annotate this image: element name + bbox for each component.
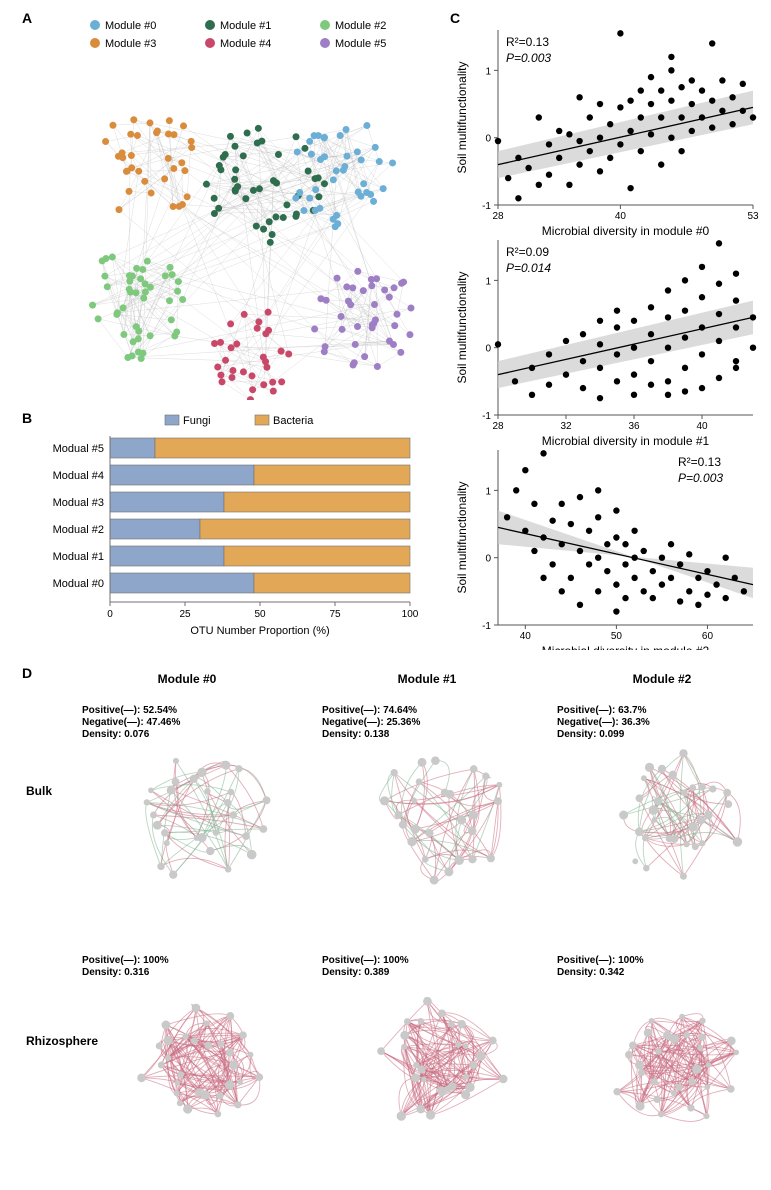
panel-c-scatter: -1 0 1 28 40 53 Soil multifunctionality Microbi… [450, 10, 760, 650]
svg-text:Microbial diversity in module: Microbial diversity in module #2 [542, 644, 710, 650]
svg-text:Module #4: Module #4 [220, 38, 271, 50]
svg-text:R²=0.09: R²=0.09 [506, 245, 549, 259]
svg-text:53: 53 [747, 211, 759, 222]
svg-text:50: 50 [611, 631, 623, 642]
svg-text:Soil multifunctionality: Soil multifunctionality [455, 271, 469, 383]
svg-text:100: 100 [402, 609, 419, 620]
svg-text:Modual #1: Modual #1 [53, 551, 104, 563]
svg-text:R²=0.13: R²=0.13 [506, 35, 549, 49]
svg-text:0: 0 [107, 609, 113, 620]
svg-text:40: 40 [696, 421, 708, 432]
svg-text:Microbial diversity in module: Microbial diversity in module #1 [542, 434, 710, 448]
svg-text:Modual #2: Modual #2 [53, 524, 104, 536]
svg-text:OTU Number Proportion (%): OTU Number Proportion (%) [190, 625, 329, 637]
panel-b-barchart: Fungi Bacteria Modual #5 Modual #4 Modual #3… [25, 410, 440, 650]
svg-text:Module #0: Module #0 [105, 20, 156, 32]
svg-text:Module #3: Module #3 [105, 38, 156, 50]
svg-text:Density: 0.389: Density: 0.389 [322, 967, 390, 978]
svg-text:Rhizosphere: Rhizosphere [26, 1034, 98, 1048]
svg-text:Density: 0.138: Density: 0.138 [322, 729, 390, 740]
svg-text:0: 0 [485, 554, 491, 565]
svg-text:0: 0 [485, 134, 491, 145]
svg-text:R²=0.13: R²=0.13 [678, 455, 721, 469]
panel-d-networks: Module #0 Module #1 Module #2 Bulk Rhizosphe… [22, 665, 767, 1185]
svg-text:-1: -1 [482, 411, 491, 422]
svg-text:25: 25 [179, 609, 191, 620]
svg-text:Negative(—): 47.46%: Negative(—): 47.46% [82, 717, 180, 728]
svg-text:40: 40 [615, 211, 627, 222]
svg-text:Positive(—): 63.7%: Positive(—): 63.7% [557, 705, 647, 716]
svg-text:50: 50 [254, 609, 266, 620]
svg-text:Modual #4: Modual #4 [53, 470, 104, 482]
svg-text:Positive(—): 100%: Positive(—): 100% [557, 955, 644, 966]
svg-text:Positive(—): 52.54%: Positive(—): 52.54% [82, 705, 177, 716]
svg-text:Positive(—): 74.64%: Positive(—): 74.64% [322, 705, 417, 716]
svg-text:Negative(—): 36.3%: Negative(—): 36.3% [557, 717, 650, 728]
svg-text:28: 28 [492, 211, 504, 222]
svg-text:Modual #0: Modual #0 [53, 578, 104, 590]
svg-text:Soil multifunctionality: Soil multifunctionality [455, 61, 469, 173]
svg-text:-1: -1 [482, 621, 491, 632]
svg-text:1: 1 [485, 276, 491, 287]
svg-text:Module #0: Module #0 [158, 672, 217, 686]
svg-text:Module #5: Module #5 [335, 38, 386, 50]
svg-text:40: 40 [520, 631, 532, 642]
svg-text:Density: 0.342: Density: 0.342 [557, 967, 625, 978]
svg-text:1: 1 [485, 66, 491, 77]
svg-text:P=0.003: P=0.003 [678, 471, 723, 485]
svg-text:Density: 0.316: Density: 0.316 [82, 967, 150, 978]
svg-text:Positive(—): 100%: Positive(—): 100% [82, 955, 169, 966]
svg-text:Module #2: Module #2 [335, 20, 386, 32]
svg-text:32: 32 [560, 421, 572, 432]
svg-text:Modual #5: Modual #5 [53, 443, 104, 455]
svg-text:Density: 0.099: Density: 0.099 [557, 729, 625, 740]
svg-text:0: 0 [485, 344, 491, 355]
svg-text:1: 1 [485, 486, 491, 497]
svg-text:Module #1: Module #1 [220, 20, 271, 32]
svg-text:Module #1: Module #1 [398, 672, 457, 686]
svg-text:Fungi: Fungi [183, 415, 211, 427]
svg-text:36: 36 [628, 421, 640, 432]
svg-text:75: 75 [329, 609, 341, 620]
svg-text:Density: 0.076: Density: 0.076 [82, 729, 150, 740]
svg-text:Microbial diversity in module: Microbial diversity in module #0 [542, 224, 710, 238]
svg-text:Modual #3: Modual #3 [53, 497, 104, 509]
svg-text:-1: -1 [482, 201, 491, 212]
panel-a-network: Module #0 Module #1 Module #2 Module #3 Modu… [25, 10, 445, 400]
svg-text:Negative(—): 25.36%: Negative(—): 25.36% [322, 717, 420, 728]
svg-text:Bulk: Bulk [26, 784, 52, 798]
svg-text:Bacteria: Bacteria [273, 415, 314, 427]
svg-text:60: 60 [702, 631, 714, 642]
svg-text:Soil multifunctionality: Soil multifunctionality [455, 481, 469, 593]
svg-text:Module #2: Module #2 [633, 672, 692, 686]
svg-text:Positive(—): 100%: Positive(—): 100% [322, 955, 409, 966]
svg-text:P=0.003: P=0.003 [506, 51, 551, 65]
svg-text:28: 28 [492, 421, 504, 432]
svg-text:P=0.014: P=0.014 [506, 261, 551, 275]
